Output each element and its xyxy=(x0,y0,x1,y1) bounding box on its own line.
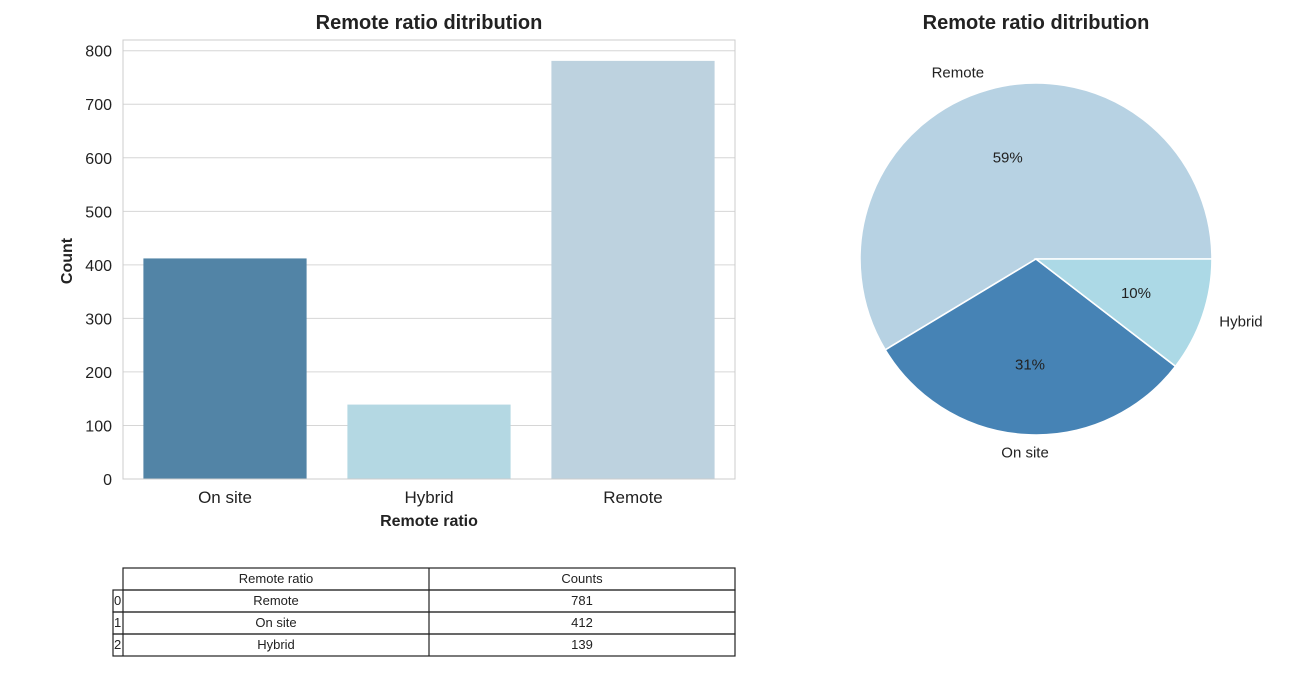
table-row xyxy=(112,589,736,613)
pie-label-remote: Remote xyxy=(932,64,985,81)
pie-percent-hybrid: 10% xyxy=(1121,285,1151,302)
bar-y-tick-labels: 0 100 200 300 400 500 600 700 800 xyxy=(85,44,112,489)
table-row xyxy=(112,633,736,657)
pie-label-hybrid: Hybrid xyxy=(1219,313,1262,330)
pie-slice-remote xyxy=(859,82,1213,351)
table-column-header: Remote ratio xyxy=(239,571,313,586)
pie-percent-remote: 59% xyxy=(993,149,1023,166)
bar-y-tick-label: 100 xyxy=(85,418,112,435)
bar-y-tick-label: 700 xyxy=(85,97,112,114)
table-row-index: 2 xyxy=(114,637,121,652)
bar-bars xyxy=(143,60,715,479)
bar-chart-title: Remote ratio ditribution xyxy=(316,12,543,34)
table-cell: 139 xyxy=(571,637,593,652)
table-cell: Remote xyxy=(253,593,299,608)
data-table: Remote ratio Counts 0 Remote 781 1 On site 412 2… xyxy=(112,567,736,657)
bar-x-axis-label: Remote ratio xyxy=(380,513,478,530)
pie-label-on-site: On site xyxy=(1001,444,1049,461)
table-row-index: 0 xyxy=(114,593,121,608)
bar-y-tick-label: 0 xyxy=(103,472,112,489)
bar-x-tick-label: On site xyxy=(198,488,252,507)
bar-x-tick-label: Remote xyxy=(603,488,663,507)
bar-y-tick-label: 200 xyxy=(85,365,112,382)
bar-y-tick-label: 500 xyxy=(85,204,112,221)
bar-remote xyxy=(551,60,715,479)
bar-hybrid xyxy=(347,404,511,479)
bar-y-tick-label: 800 xyxy=(85,44,112,61)
pie-slices xyxy=(859,82,1213,436)
table-cell: On site xyxy=(255,615,296,630)
pie-slice-hybrid xyxy=(1033,258,1213,368)
table-cell: 412 xyxy=(571,615,593,630)
table-cell: 781 xyxy=(571,593,593,608)
pie-chart: Remote ratio ditribution Remote 59% On sit… xyxy=(859,12,1263,461)
pie-chart-title: Remote ratio ditribution xyxy=(923,12,1150,34)
bar-x-tick-labels: On site Hybrid Remote xyxy=(198,488,663,507)
bar-x-tick-label: Hybrid xyxy=(404,488,453,507)
bar-y-tick-label: 300 xyxy=(85,311,112,328)
bar-chart: Remote ratio ditribution 0 100 200 300 400 50… xyxy=(59,12,736,530)
bar-plot-frame xyxy=(122,39,736,480)
bar-y-tick-label: 400 xyxy=(85,258,112,275)
table-column-header: Counts xyxy=(561,571,603,586)
table-row xyxy=(112,611,736,635)
table-row-index: 1 xyxy=(114,615,121,630)
bar-y-axis-label: Count xyxy=(59,237,76,284)
bar-y-tick-label: 600 xyxy=(85,151,112,168)
pie-slice-on-site xyxy=(884,258,1177,436)
pie-percent-on-site: 31% xyxy=(1015,356,1045,373)
pie-labels: Remote 59% On site 31% Hybrid 10% xyxy=(932,64,1263,461)
table-cell: Hybrid xyxy=(257,637,295,652)
bar-on-site xyxy=(143,258,307,479)
